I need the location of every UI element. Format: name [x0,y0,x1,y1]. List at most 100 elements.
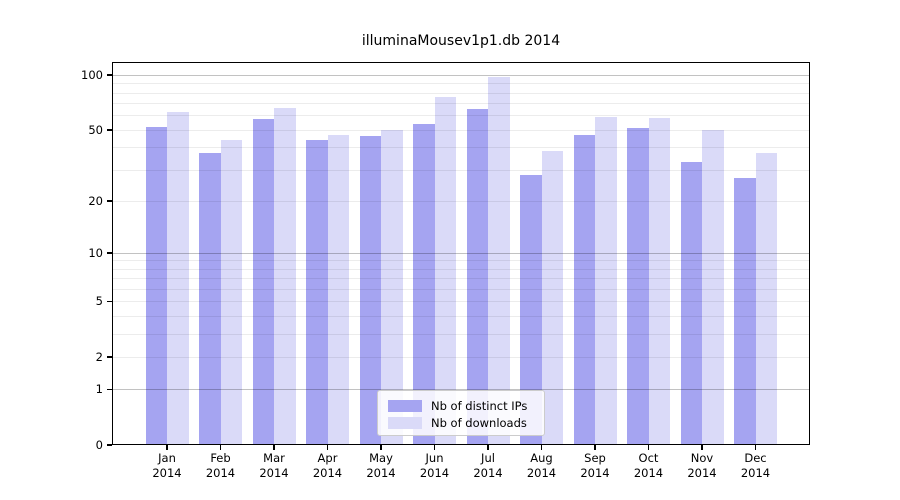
x-axis-tick [647,445,650,450]
year-label: 2014 [580,466,610,480]
bar-downloads-nov [702,129,724,445]
gridline-minor [112,129,810,131]
y-axis-tick [107,444,112,446]
y-axis-tick-label: 5 [95,294,103,309]
bar-distinct-ips-sep [573,134,595,445]
legend-swatch-distinct-ips [388,399,422,412]
x-axis-tick [326,445,329,450]
bar-downloads-jun [434,96,456,445]
month-label: Feb [210,451,231,465]
year-label: 2014 [419,466,450,480]
gridlines-layer [112,62,810,445]
year-label: 2014 [740,466,771,480]
year-label: 2014 [366,466,396,480]
gridline-minor [112,200,810,202]
bar-downloads-apr [327,134,349,445]
gridline-minor [112,333,810,335]
gridline-major [112,75,810,76]
chart-title: illuminaMousev1p1.db 2014 [361,33,561,49]
gridline-minor [112,83,810,85]
bar-downloads-dec [755,153,777,445]
year-label: 2014 [473,466,503,480]
bar-downloads-feb [220,139,242,445]
x-axis-tick [219,445,222,450]
x-axis-tick-label: Jul 2014 [458,451,518,481]
gridline-major [112,389,810,391]
y-axis-tick-label: 0 [95,438,103,452]
y-axis-tick [107,74,112,76]
bar-downloads-oct [648,118,670,445]
bar-downloads-sep [595,116,617,445]
legend-swatch-downloads [388,416,422,429]
legend-label-downloads: Nb of downloads [431,415,527,430]
gridline-major [112,252,810,254]
month-label: Mar [263,451,285,465]
month-label: May [369,451,393,465]
gridline-minor [112,278,810,280]
gridline-minor [112,92,810,94]
x-axis-tick [166,445,168,450]
bars-layer [112,62,810,445]
bar-distinct-ips-aug [520,175,542,445]
x-axis-tick-label: Jun 2014 [405,451,465,481]
y-axis-tick-label: 100 [81,68,103,82]
year-label: 2014 [152,466,182,480]
x-axis-tick-label: Jan 2014 [137,451,197,481]
y-axis-tick-label: 50 [88,122,103,137]
x-axis-tick [380,445,382,450]
bar-distinct-ips-jul [466,109,488,445]
plot-area: Nb of distinct IPs Nb of downloads [112,62,810,445]
month-label: Sep [584,451,606,465]
x-axis-tick [540,445,543,450]
x-axis-tick-label: Dec 2014 [726,451,786,481]
x-axis-tick-label: Nov 2014 [672,451,732,481]
x-axis-tick-label: Apr 2014 [298,451,358,481]
year-label: 2014 [312,466,343,480]
month-label: Jun [425,451,444,465]
gridline-minor [112,356,810,358]
y-axis-tick [107,300,112,303]
bar-downloads-jan [167,111,189,445]
bar-downloads-aug [541,151,563,445]
month-label: Dec [744,451,767,465]
x-axis-tick [487,445,489,450]
year-label: 2014 [205,466,236,480]
y-axis-tick [107,200,112,202]
bar-distinct-ips-nov [680,162,702,445]
y-axis-tick [107,129,112,131]
gridline-minor [112,268,810,270]
x-axis-tick [273,445,275,450]
gridline-minor [112,301,810,303]
gridline-minor [112,115,810,117]
year-label: 2014 [259,466,289,480]
x-axis-tick-label: Aug 2014 [512,451,572,481]
year-label: 2014 [526,466,557,480]
x-axis-tick-label: Feb 2014 [191,451,251,481]
gridline-minor [112,103,810,105]
y-axis-tick-label: 10 [88,245,103,260]
y-axis-tick-label: 1 [95,382,103,397]
y-axis-tick-label: 2 [95,349,103,364]
bar-distinct-ips-jun [413,123,435,445]
legend-row-downloads: Nb of downloads [388,414,534,431]
year-label: 2014 [687,466,717,480]
bar-downloads-mar [274,107,296,445]
gridline-minor [112,260,810,262]
gridline-minor [112,169,810,171]
bar-distinct-ips-dec [734,177,756,445]
x-axis-tick-label: Mar 2014 [244,451,304,481]
y-axis-tick-label: 20 [88,193,103,208]
bar-distinct-ips-mar [252,119,274,445]
month-label: Jul [481,451,495,465]
bar-distinct-ips-oct [627,128,649,445]
y-axis-tick [107,356,112,358]
month-label: Oct [638,451,659,465]
x-axis-tick [594,445,596,450]
bar-downloads-may [381,129,403,445]
bar-downloads-jul [488,77,510,445]
bar-distinct-ips-may [359,136,381,445]
x-axis-tick-label: May 2014 [351,451,411,481]
x-axis-tick [754,445,757,450]
gridline-minor [112,147,810,149]
